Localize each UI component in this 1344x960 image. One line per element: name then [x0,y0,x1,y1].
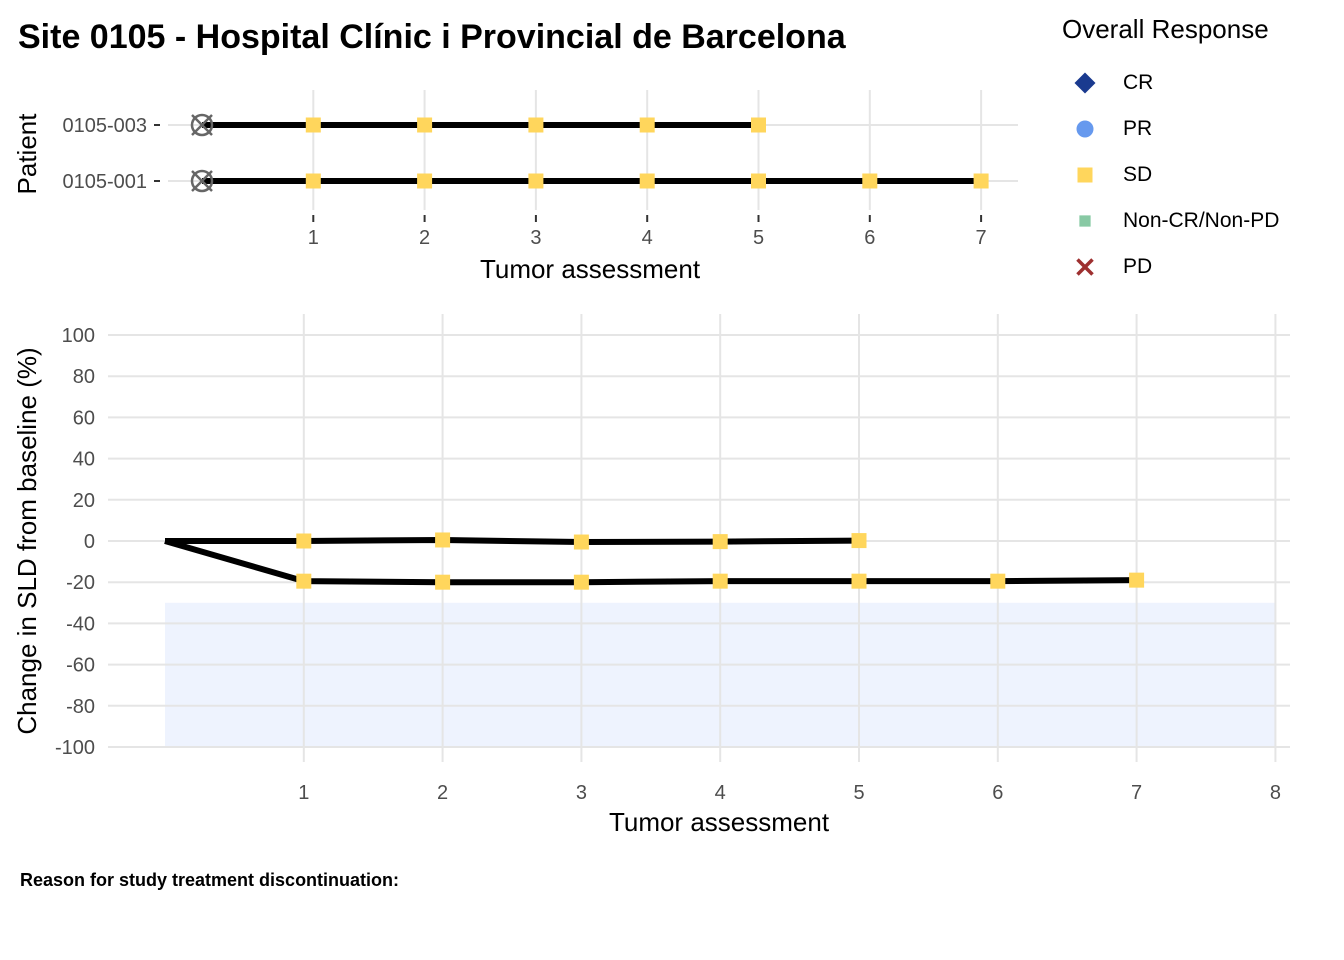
response-marker [862,173,878,189]
swimmer-plot: 0105-003 0105-001 1 2 3 4 5 6 7 Tumor assessmen… [12,90,1018,284]
response-marker [573,574,589,590]
response-marker [990,573,1006,589]
swimmer-grid [168,90,1018,210]
swimmer-lines [202,122,982,184]
discontinuation-reason: Reason for study treatment discontinuati… [20,870,400,890]
response-marker [751,173,766,189]
spider-y-tick-label: 80 [73,366,95,388]
swimmer-x-tick-label: 5 [753,227,764,249]
legend: Overall Response CR PR SD Non-CR/Non-PD PD [1062,14,1279,290]
legend-title: Overall Response [1062,14,1269,44]
circle-icon [1062,106,1108,152]
legend-label: Non-CR/Non-PD [1123,209,1280,232]
legend-items: CR PR SD Non-CR/Non-PD PD [1062,60,1279,290]
response-marker [417,173,433,189]
response-marker [712,573,728,589]
legend-key-mark [1077,167,1093,183]
swimmer-y-axis: 0105-003 0105-001 [62,115,160,193]
response-marker [639,173,655,189]
chart-title: Site 0105 - Hospital Clínic i Provincial… [18,18,846,56]
spider-y-tick-label: 40 [73,449,95,471]
spider-y-axis: 100 80 60 40 20 0 -20 -40 -60 -80 -100 [55,325,95,759]
baseline-marker [190,169,214,193]
response-marker [417,117,433,133]
legend-label: PR [1123,117,1153,140]
spider-x-tick-label: 6 [992,782,1003,804]
swimmer-x-axis-title: Tumor assessment [480,254,701,284]
swimmer-x-tick-label: 6 [864,227,875,249]
swimmer-x-tick-label: 4 [642,227,653,249]
spider-y-tick-label: -20 [66,572,95,594]
response-marker [305,117,321,133]
legend-item-sd: SD [1062,152,1279,198]
spider-y-tick-label: 0 [84,531,95,553]
spider-x-tick-label: 3 [576,782,587,804]
spider-y-tick-label: 60 [73,407,95,429]
spider-plot: 100 80 60 40 20 0 -20 -40 -60 -80 -100 1 2 3 4 5 6 7 8 Tu… [12,314,1290,837]
spider-y-tick-label: 100 [62,325,95,347]
spider-x-tick-label: 7 [1131,782,1142,804]
legend-item-pd: PD [1062,244,1279,290]
legend-label: CR [1123,71,1154,94]
response-marker [435,532,451,548]
spider-markers [296,532,1145,590]
swimmer-y-axis-title: Patient [12,113,42,195]
spider-x-tick-label: 4 [715,782,726,804]
legend-key-mark [1076,258,1094,276]
swimmer-markers [190,113,989,193]
response-marker [296,533,312,549]
spider-x-axis: 1 2 3 4 5 6 7 8 [298,782,1281,804]
spider-y-tick-label: -80 [66,696,95,718]
response-marker [573,534,589,550]
response-marker [712,534,728,550]
legend-key-mark [1079,215,1091,227]
spider-x-axis-title: Tumor assessment [609,807,830,837]
response-marker [528,117,544,133]
baseline-marker [190,113,214,137]
response-marker [305,173,321,189]
legend-item-non-cr-non-pd: Non-CR/Non-PD [1062,198,1279,244]
response-marker [973,173,989,189]
response-marker [851,573,867,589]
swimmer-x-axis: 1 2 3 4 5 6 7 [308,215,987,249]
legend-item-cr: CR [1062,60,1279,106]
response-marker [296,573,312,589]
legend-item-pr: PR [1062,106,1279,152]
legend-label: SD [1123,163,1153,186]
response-marker [751,117,766,133]
spider-y-tick-label: -100 [55,737,95,759]
swimmer-x-tick-label: 3 [530,227,541,249]
square-icon [1062,152,1108,198]
diamond-icon [1062,60,1108,106]
legend-label: PD [1123,255,1153,278]
spider-line [165,536,860,546]
response-marker [639,117,655,133]
spider-y-tick-label: 20 [73,490,95,512]
legend-key-mark [1074,72,1096,94]
spider-lines [164,536,1137,586]
spider-x-tick-label: 1 [298,782,309,804]
cross-icon [1062,244,1108,290]
square-small-icon [1062,198,1108,244]
legend-key-mark [1076,120,1094,138]
swimmer-x-tick-label: 1 [308,227,319,249]
spider-x-tick-label: 5 [853,782,864,804]
spider-y-tick-label: -40 [66,613,95,635]
swimmer-y-tick-label: 0105-001 [62,171,147,193]
swimmer-x-tick-label: 7 [976,227,987,249]
spider-x-tick-label: 8 [1270,782,1281,804]
spider-y-axis-title: Change in SLD from baseline (%) [12,347,42,734]
spider-y-tick-label: -60 [66,655,95,677]
response-marker [851,533,867,549]
response-marker [435,574,451,590]
swimmer-x-tick-label: 2 [419,227,430,249]
spider-x-tick-label: 2 [437,782,448,804]
response-marker [528,173,544,189]
response-marker [1129,572,1145,588]
spider-line [164,538,1137,586]
swimmer-y-tick-label: 0105-003 [62,115,147,137]
